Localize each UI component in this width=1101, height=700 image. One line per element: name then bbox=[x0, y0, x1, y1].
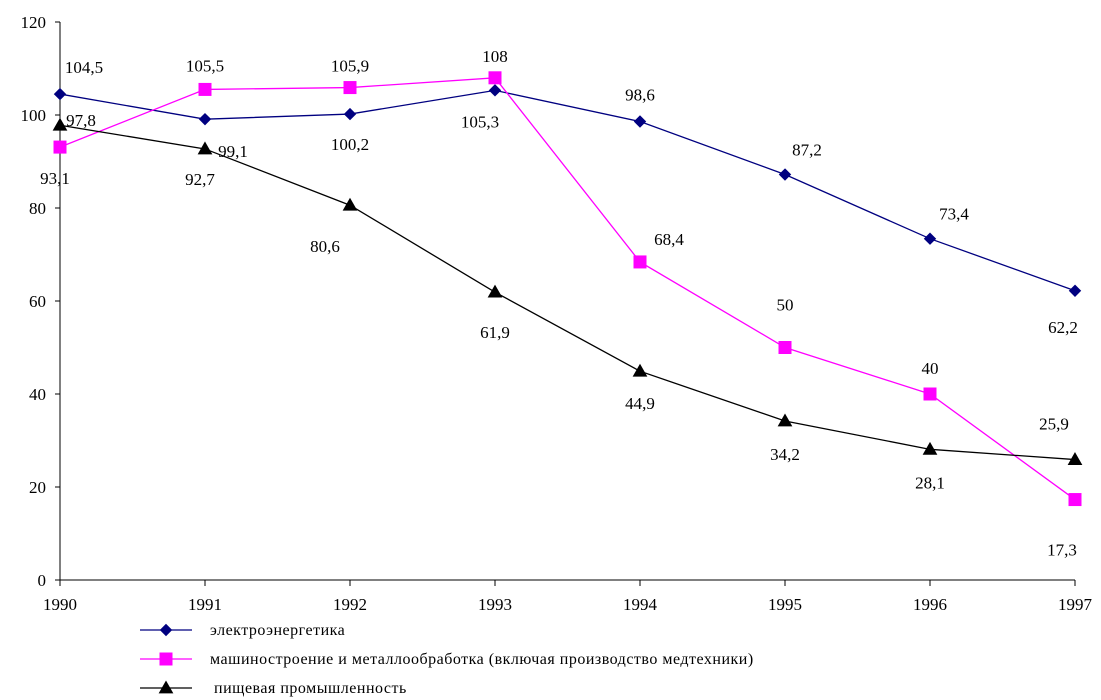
data-label: 87,2 bbox=[792, 141, 822, 160]
data-point-marker bbox=[777, 413, 793, 427]
data-labels: 104,5 99,1 100,2 105,3 98,6 87,2 73,4 62,2 93,1 1… bbox=[40, 47, 1078, 560]
data-label: 98,6 bbox=[625, 86, 655, 105]
data-point-marker bbox=[923, 232, 937, 245]
data-label: 80,6 bbox=[310, 237, 340, 256]
data-point-marker bbox=[778, 341, 792, 354]
data-label: 105,9 bbox=[331, 57, 369, 76]
data-point-marker bbox=[197, 141, 213, 155]
data-point-marker bbox=[342, 197, 358, 211]
data-label: 105,5 bbox=[186, 56, 224, 75]
data-label: 50 bbox=[777, 296, 794, 315]
data-label: 61,9 bbox=[480, 323, 510, 342]
data-label: 68,4 bbox=[654, 230, 684, 249]
data-point-marker bbox=[923, 387, 937, 401]
legend-marker bbox=[159, 623, 173, 637]
data-point-marker bbox=[632, 363, 648, 377]
data-point-marker bbox=[198, 112, 212, 126]
data-label: 104,5 bbox=[65, 58, 103, 77]
x-tick-label: 1997 bbox=[1058, 595, 1093, 614]
data-label: 105,3 bbox=[461, 112, 499, 131]
data-point-marker bbox=[922, 441, 938, 455]
data-point-marker bbox=[343, 81, 357, 95]
data-label: 97,8 bbox=[66, 111, 96, 130]
data-label: 93,1 bbox=[40, 169, 70, 188]
x-tick-label: 1996 bbox=[913, 595, 947, 614]
data-label: 100,2 bbox=[331, 135, 369, 154]
x-tick-label: 1991 bbox=[188, 595, 222, 614]
series-lines bbox=[59, 77, 1076, 501]
data-point-marker bbox=[198, 82, 212, 96]
legend-marker bbox=[159, 652, 173, 666]
data-point-marker bbox=[778, 168, 792, 181]
data-point-marker bbox=[633, 255, 647, 269]
series-markers bbox=[52, 71, 1083, 507]
data-point-marker bbox=[1067, 452, 1083, 465]
legend-label: машиностроение и металлообработка (включ… bbox=[210, 651, 754, 668]
data-label: 92,7 bbox=[185, 170, 215, 189]
data-point-marker bbox=[1068, 284, 1082, 297]
legend-label: пищевая промышленность bbox=[214, 680, 407, 697]
x-tick-label: 1995 bbox=[768, 595, 802, 614]
data-label: 73,4 bbox=[939, 205, 969, 224]
data-point-marker bbox=[488, 84, 502, 97]
data-point-marker bbox=[53, 87, 67, 101]
data-label: 62,2 bbox=[1048, 318, 1078, 337]
series-line-2 bbox=[59, 77, 1076, 501]
y-tick-label: 80 bbox=[29, 199, 46, 218]
chart-axes: 0 20 40 60 80 100 120 1990 1991 1992 1993 1994 1995 1… bbox=[21, 13, 1093, 614]
data-point-marker bbox=[52, 117, 68, 131]
legend-marker bbox=[158, 680, 174, 694]
legend-label: электроэнергетика bbox=[210, 622, 345, 639]
data-label: 99,1 bbox=[218, 142, 248, 161]
data-label: 25,9 bbox=[1039, 415, 1069, 434]
data-label: 40 bbox=[922, 359, 939, 378]
data-label: 108 bbox=[482, 47, 508, 66]
data-point-marker bbox=[1068, 493, 1082, 507]
legend: электроэнергетика машиностроение и металл… bbox=[140, 622, 754, 697]
y-tick-label: 40 bbox=[29, 385, 46, 404]
x-tick-label: 1994 bbox=[623, 595, 658, 614]
series-line-3 bbox=[59, 124, 1076, 461]
data-point-marker bbox=[487, 284, 503, 298]
y-tick-label: 100 bbox=[21, 106, 47, 125]
data-label: 17,3 bbox=[1047, 541, 1077, 560]
data-point-marker bbox=[633, 115, 647, 128]
x-tick-label: 1993 bbox=[478, 595, 512, 614]
data-label: 28,1 bbox=[915, 473, 945, 492]
data-label: 44,9 bbox=[625, 394, 655, 413]
data-point-marker bbox=[488, 71, 502, 85]
x-tick-label: 1990 bbox=[43, 595, 77, 614]
x-tick-label: 1992 bbox=[333, 595, 367, 614]
data-point-marker bbox=[343, 107, 357, 121]
series-line-1 bbox=[59, 89, 1076, 292]
data-label: 34,2 bbox=[770, 445, 800, 464]
data-point-marker bbox=[53, 140, 67, 154]
y-tick-label: 0 bbox=[38, 571, 47, 590]
y-tick-label: 60 bbox=[29, 292, 46, 311]
y-tick-label: 20 bbox=[29, 478, 46, 497]
y-tick-label: 120 bbox=[21, 13, 47, 32]
